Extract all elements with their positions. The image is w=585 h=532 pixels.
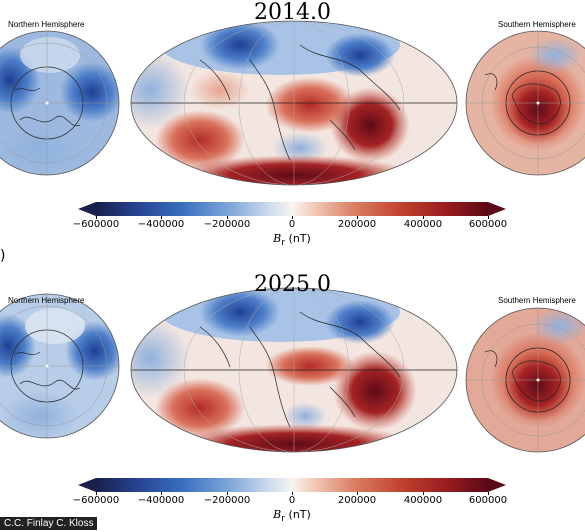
colorbar-tick-label: 600000 — [468, 495, 508, 506]
colorbar-tick-label: 0 — [288, 495, 296, 506]
colorbar-label: Br (nT) — [273, 232, 311, 249]
colorbar-tick-label: 400000 — [403, 219, 443, 230]
colorbar-tick — [161, 492, 162, 495]
year-title: 2014.0 — [254, 0, 331, 25]
northern-hemisphere-map — [0, 31, 119, 175]
colorbar-tick-label: 200000 — [337, 495, 377, 506]
photo-credit: C.C. Finlay C. Kloss — [0, 517, 98, 530]
northern-hemisphere-label: Northern Hemisphere — [8, 296, 85, 305]
year-title: 2025.0 — [254, 272, 331, 297]
colorbar-tick — [161, 216, 162, 219]
mollweide-world-map — [131, 21, 457, 185]
colorbar-tick — [96, 492, 97, 495]
colorbar-min-arrow — [78, 202, 96, 216]
colorbar-tick — [292, 492, 293, 495]
panel-side-mark: ) — [0, 248, 6, 264]
northern-hemisphere-map — [0, 294, 119, 438]
colorbar-tick — [292, 216, 293, 219]
figure-panel-2025: 2025.0 Northern Hemisphere Southern Hemi… — [0, 266, 585, 532]
colorbar-min-arrow — [78, 478, 96, 492]
colorbar-tick — [227, 216, 228, 219]
colorbar-tick — [488, 216, 489, 219]
southern-hemisphere-label: Southern Hemisphere — [498, 296, 576, 305]
colorbar-tick-label: −600000 — [72, 495, 120, 506]
colorbar-tick-label: −600000 — [72, 219, 120, 230]
colorbar-tick — [96, 216, 97, 219]
colorbar: −600000 −400000 −200000 0 200000 400000 … — [73, 478, 508, 532]
colorbar-tick — [423, 492, 424, 495]
colorbar-tick — [423, 216, 424, 219]
colorbar-tick-label: 400000 — [403, 495, 443, 506]
southern-hemisphere-map — [466, 31, 585, 175]
colorbar-max-arrow — [488, 202, 506, 216]
colorbar-gradient — [96, 202, 488, 216]
colorbar-tick-label: 200000 — [337, 219, 377, 230]
figure-panel-2014: 2014.0 Northern Hemisphere Southern Hemi… — [0, 0, 585, 262]
colorbar-tick — [488, 492, 489, 495]
colorbar-tick — [357, 216, 358, 219]
colorbar-label: Br (nT) — [273, 508, 311, 525]
colorbar-gradient — [96, 478, 488, 492]
colorbar-tick-label: −400000 — [137, 219, 185, 230]
colorbar-tick-label: −400000 — [137, 495, 185, 506]
colorbar-tick-label: −200000 — [203, 219, 251, 230]
map-graphics-2014 — [0, 20, 585, 186]
colorbar-tick-label: 0 — [288, 219, 296, 230]
colorbar-tick-label: 600000 — [468, 219, 508, 230]
southern-hemisphere-label: Southern Hemisphere — [498, 20, 576, 29]
colorbar-tick-label: −200000 — [203, 495, 251, 506]
colorbar-max-arrow — [488, 478, 506, 492]
mollweide-world-map — [131, 288, 457, 452]
northern-hemisphere-label: Northern Hemisphere — [8, 20, 85, 29]
colorbar-tick — [357, 492, 358, 495]
map-graphics-2025 — [0, 287, 585, 453]
southern-hemisphere-map — [466, 308, 585, 452]
colorbar-tick — [227, 492, 228, 495]
colorbar: −600000 −400000 −200000 0 200000 400000 … — [73, 202, 508, 262]
